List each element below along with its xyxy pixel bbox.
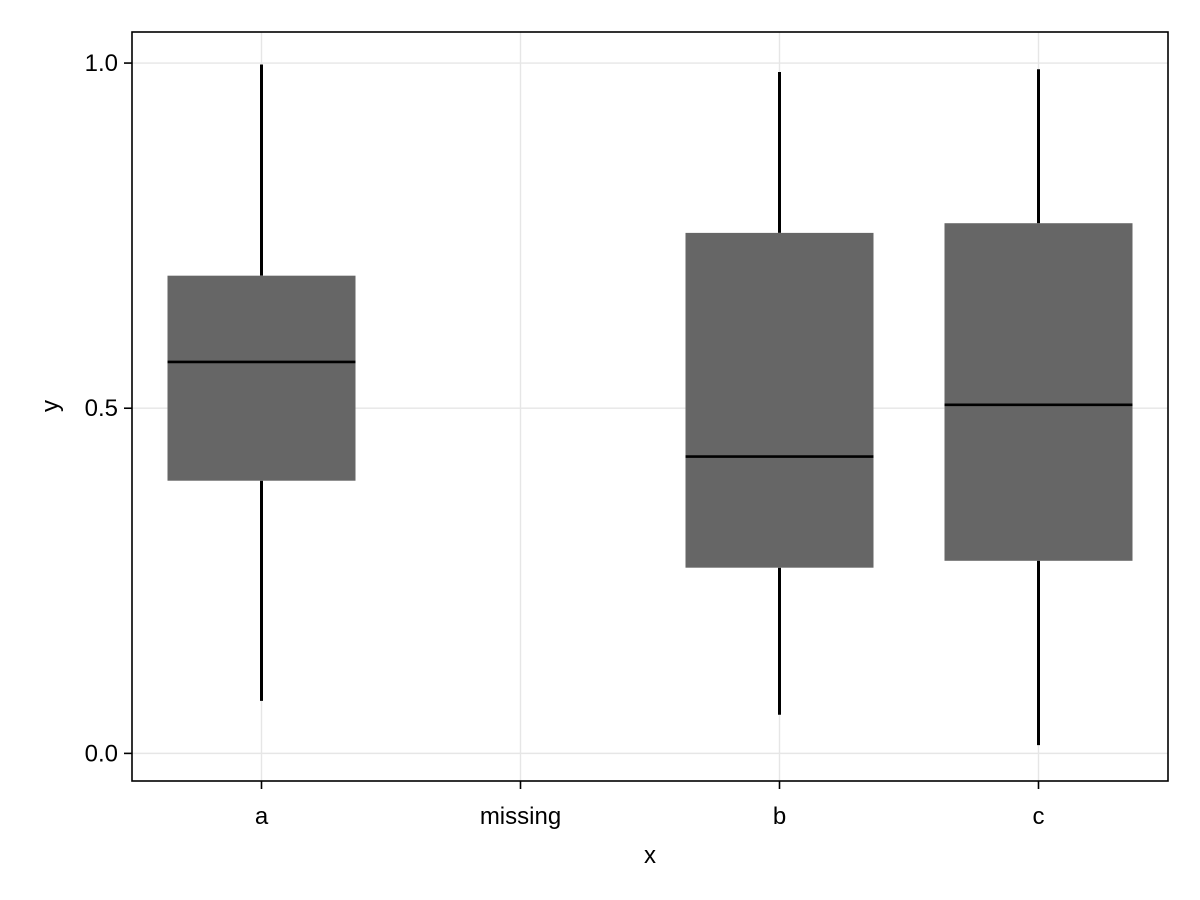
plot-frame bbox=[131, 31, 1169, 782]
box-c bbox=[944, 223, 1133, 561]
x-axis-title: x bbox=[644, 842, 656, 869]
x-tick-label: missing bbox=[480, 803, 561, 830]
x-tick-label: b bbox=[773, 803, 786, 830]
boxes bbox=[167, 64, 1133, 746]
y-axis-title: y bbox=[37, 400, 64, 412]
y-tick-label: 1.0 bbox=[85, 50, 118, 77]
box-a bbox=[167, 275, 356, 481]
x-tick-label: c bbox=[1033, 803, 1045, 830]
y-tick-label: 0.5 bbox=[85, 395, 118, 422]
axis-ticks: 0.0 0.5 1.0 a missing b c bbox=[85, 50, 1045, 830]
x-tick-label: a bbox=[255, 803, 269, 830]
box-b bbox=[685, 232, 874, 568]
y-tick-label: 0.0 bbox=[85, 740, 118, 767]
